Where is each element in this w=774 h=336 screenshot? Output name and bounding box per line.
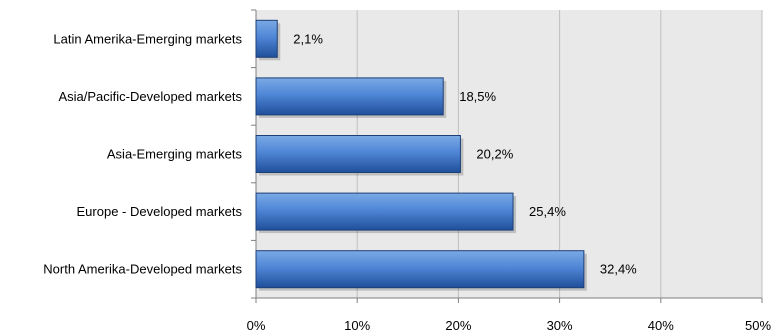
category-label: North Amerika-Developed markets (43, 262, 242, 277)
bar (255, 192, 514, 231)
x-tick-label: 30% (547, 318, 573, 333)
data-label: 25,4% (529, 204, 566, 219)
data-label: 2,1% (293, 31, 323, 46)
bar (255, 77, 444, 116)
x-tick-label: 50% (745, 318, 771, 333)
bar (255, 250, 585, 289)
category-label: Latin Amerika-Emerging markets (53, 31, 242, 46)
bar (255, 135, 461, 173)
category-label: Asia/Pacific-Developed markets (58, 89, 242, 104)
category-label: Asia-Emerging markets (107, 147, 243, 162)
bar (255, 19, 278, 58)
category-label: Europe - Developed markets (77, 204, 243, 219)
labels: Latin Amerika-Emerging markets 2,1% Asia/P… (43, 31, 771, 333)
x-tick-label: 40% (648, 318, 674, 333)
bars (255, 19, 587, 291)
data-label: 18,5% (459, 89, 496, 104)
x-tick-label: 10% (344, 318, 370, 333)
x-tick-label: 0% (247, 318, 266, 333)
x-tick-label: 20% (445, 318, 471, 333)
data-label: 20,2% (476, 147, 513, 162)
data-label: 32,4% (600, 262, 637, 277)
